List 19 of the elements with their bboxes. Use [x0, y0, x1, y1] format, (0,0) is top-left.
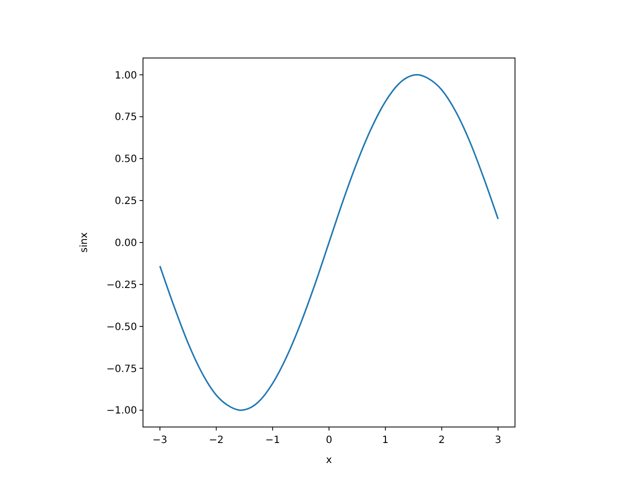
y-tick-label: −1.00 — [106, 406, 137, 417]
x-tick-label: 0 — [326, 435, 332, 446]
x-tick-label: 3 — [494, 435, 502, 446]
x-tick-label: −3 — [152, 435, 168, 446]
x-axis-title: x — [326, 455, 332, 466]
y-tick-label: 1.00 — [114, 70, 137, 82]
y-axis-title: sinx — [79, 232, 90, 253]
y-tick-label: −0.25 — [106, 280, 137, 291]
y-tick-label: −0.50 — [106, 322, 137, 333]
y-tick-label: −0.75 — [106, 364, 137, 375]
x-tick-label: −1 — [265, 435, 280, 446]
x-tick-label: 1 — [382, 435, 389, 446]
y-tick-label: 0.50 — [114, 154, 137, 166]
x-tick-label: 2 — [438, 435, 445, 446]
y-tick-label: 0.00 — [114, 238, 137, 249]
line-series — [159, 74, 499, 411]
y-tick-label: 0.25 — [114, 196, 137, 208]
y-tick-label: 0.75 — [114, 112, 137, 124]
x-tick-label: −2 — [208, 435, 224, 446]
